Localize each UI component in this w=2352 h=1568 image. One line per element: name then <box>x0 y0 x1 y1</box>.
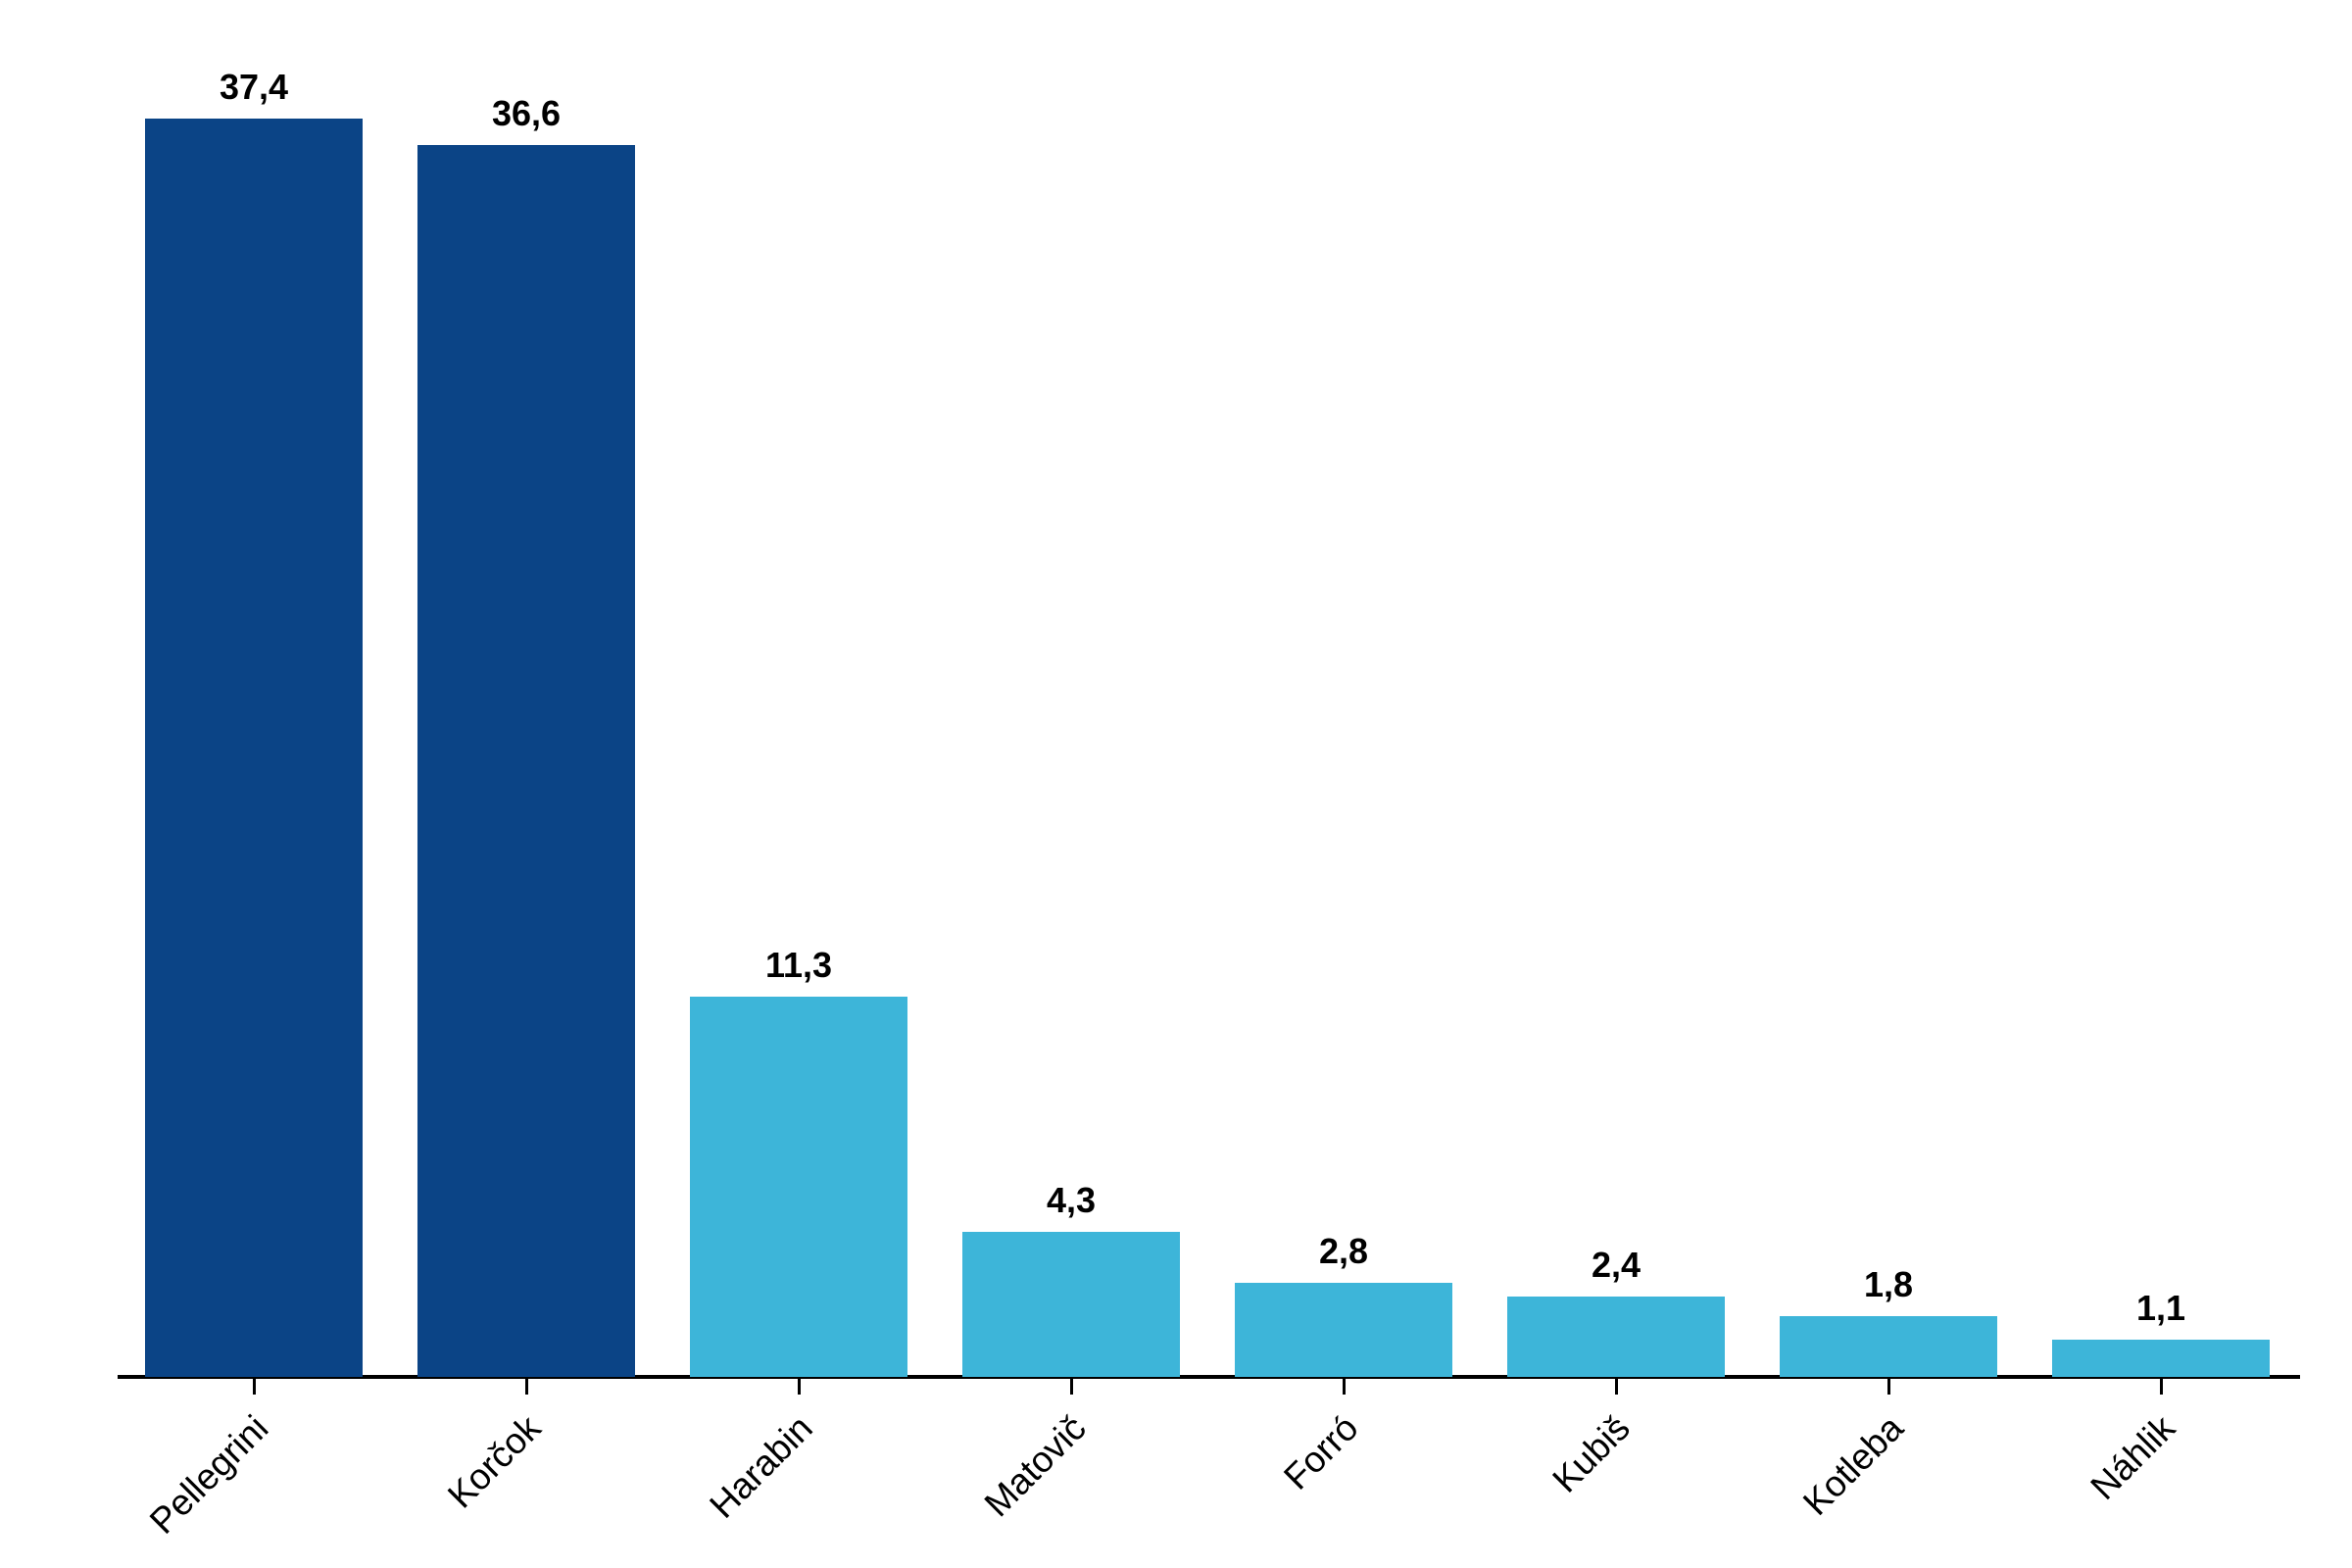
x-tick-matovic <box>1069 1379 1073 1395</box>
x-tick-kubis <box>1614 1379 1618 1395</box>
x-tick-label-nahlik: Náhlik <box>2082 1407 2183 1507</box>
x-tick-label-kotleba: Kotleba <box>1794 1407 1911 1524</box>
bar-kotleba <box>1780 1316 1997 1377</box>
x-tick-nahlik <box>2159 1379 2163 1395</box>
bar-harabin <box>690 997 907 1377</box>
x-tick-label-korcok: Korčok <box>439 1407 549 1516</box>
bar-value-label-nahlik: 1,1 <box>2135 1288 2186 1328</box>
bar-value-label-korcok: 36,6 <box>491 93 562 133</box>
bar-forro <box>1235 1283 1452 1377</box>
bar-kubis <box>1507 1297 1725 1377</box>
x-tick-label-forro: Forró <box>1275 1407 1366 1497</box>
x-tick-pellegrini <box>252 1379 256 1395</box>
bar-value-label-kotleba: 1,8 <box>1863 1264 1914 1304</box>
bar-value-label-matovic: 4,3 <box>1046 1180 1097 1220</box>
x-tick-label-matovic: Matovič <box>976 1407 1094 1525</box>
x-tick-harabin <box>797 1379 801 1395</box>
x-axis-line <box>118 1375 2300 1379</box>
x-tick-kotleba <box>1886 1379 1890 1395</box>
x-tick-label-harabin: Harabin <box>702 1407 821 1526</box>
x-tick-label-pellegrini: Pellegrini <box>141 1407 276 1542</box>
bar-matovic <box>962 1232 1180 1377</box>
bar-value-label-pellegrini: 37,4 <box>219 67 289 107</box>
bar-value-label-forro: 2,8 <box>1318 1231 1369 1271</box>
bar-nahlik <box>2052 1340 2270 1377</box>
x-tick-forro <box>1342 1379 1346 1395</box>
bar-value-label-harabin: 11,3 <box>764 945 833 985</box>
bar-korcok <box>417 145 635 1377</box>
x-tick-label-kubis: Kubiš <box>1544 1407 1639 1500</box>
bar-value-label-kubis: 2,4 <box>1591 1245 1642 1285</box>
x-tick-korcok <box>524 1379 528 1395</box>
bar-pellegrini <box>145 119 363 1377</box>
